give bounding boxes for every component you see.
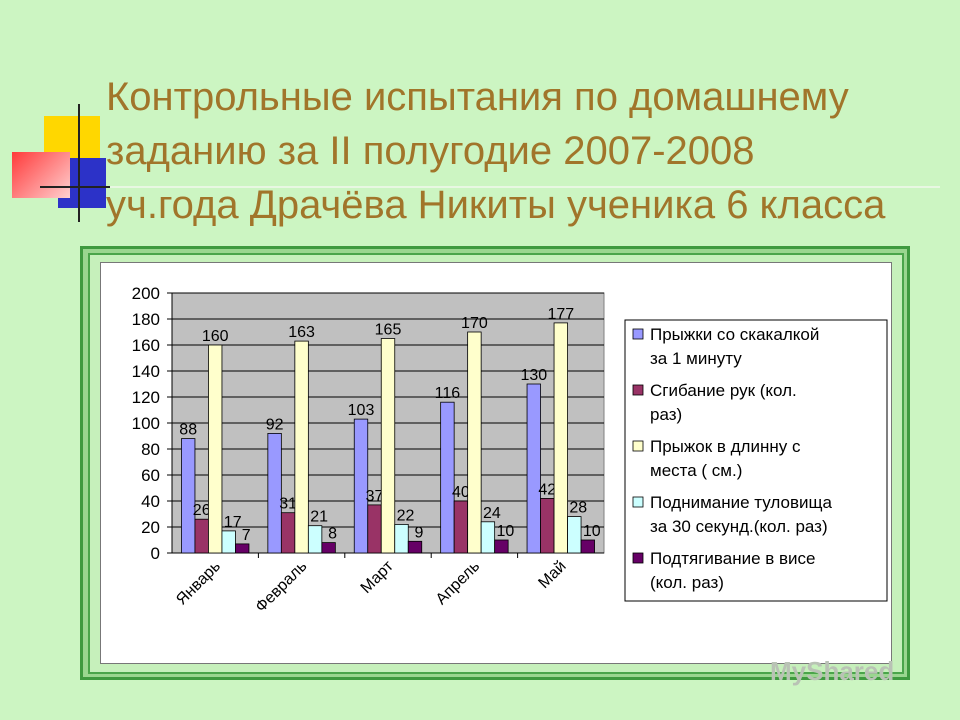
watermark: MyShared bbox=[770, 656, 895, 686]
slide-title: Контрольные испытания по домашнему задан… bbox=[106, 70, 956, 232]
data-label: 165 bbox=[375, 322, 402, 339]
x-tick-label: Февраль bbox=[252, 558, 310, 616]
bar bbox=[221, 530, 236, 554]
legend-label: за 1 минуту bbox=[650, 349, 742, 368]
bar bbox=[280, 512, 296, 554]
bar bbox=[553, 322, 568, 554]
legend-label: (кол. раз) bbox=[650, 573, 724, 592]
data-label: 7 bbox=[242, 527, 251, 544]
bar bbox=[235, 543, 250, 554]
data-label: 24 bbox=[483, 505, 501, 522]
data-label: 160 bbox=[202, 328, 229, 345]
data-label: 116 bbox=[435, 385, 461, 402]
bar bbox=[407, 540, 423, 554]
bar bbox=[394, 524, 409, 554]
legend-label: Прыжки со скакалкой bbox=[650, 325, 819, 344]
deco-horizontal-line bbox=[40, 186, 940, 188]
bar bbox=[321, 542, 336, 554]
deco-red-square bbox=[12, 152, 70, 198]
bar bbox=[353, 418, 369, 554]
legend-swatch bbox=[632, 496, 644, 508]
y-tick-label: 100 bbox=[132, 414, 160, 433]
data-label: 88 bbox=[179, 422, 197, 439]
y-tick-label: 160 bbox=[132, 336, 160, 355]
data-label: 92 bbox=[266, 416, 284, 433]
data-label: 37 bbox=[366, 488, 384, 505]
data-label: 17 bbox=[224, 514, 242, 531]
data-label: 10 bbox=[583, 523, 601, 540]
legend-swatch bbox=[632, 384, 644, 396]
data-label: 28 bbox=[569, 500, 587, 517]
data-label: 163 bbox=[288, 324, 315, 341]
x-tick-label: Апрель bbox=[433, 558, 483, 608]
data-label: 170 bbox=[461, 315, 488, 332]
x-tick-label: Май bbox=[535, 558, 569, 592]
title-line-3: уч.года Драчёва Никиты ученика 6 класса bbox=[106, 183, 886, 227]
legend-label: Подтягивание в висе bbox=[650, 549, 816, 568]
y-tick-label: 0 bbox=[151, 544, 160, 563]
bar bbox=[208, 344, 223, 554]
bar bbox=[367, 504, 382, 554]
data-label: 177 bbox=[547, 306, 574, 323]
y-tick-label: 60 bbox=[141, 466, 160, 485]
bar bbox=[181, 438, 196, 554]
y-tick-label: 140 bbox=[132, 362, 160, 381]
legend-label: места ( см.) bbox=[650, 461, 742, 480]
bar bbox=[526, 383, 541, 554]
data-label: 21 bbox=[310, 509, 328, 526]
bar bbox=[380, 338, 396, 554]
data-label: 22 bbox=[397, 507, 415, 524]
y-tick-label: 120 bbox=[132, 388, 160, 407]
x-tick-label: Март bbox=[358, 557, 398, 597]
y-tick-label: 40 bbox=[141, 492, 160, 511]
y-tick-label: 180 bbox=[132, 310, 160, 329]
data-label: 103 bbox=[348, 402, 375, 419]
data-label: 8 bbox=[328, 526, 337, 543]
bar bbox=[467, 331, 482, 554]
legend-label: Поднимание туловища bbox=[650, 493, 832, 512]
data-label: 10 bbox=[497, 523, 515, 540]
bar bbox=[494, 539, 509, 554]
legend-label: раз) bbox=[650, 405, 682, 424]
y-tick-label: 20 bbox=[141, 518, 160, 537]
bar bbox=[580, 539, 595, 554]
bar bbox=[453, 500, 469, 554]
bar bbox=[194, 518, 209, 554]
legend-label: за 30 секунд.(кол. раз) bbox=[650, 517, 828, 536]
data-label: 26 bbox=[193, 502, 211, 519]
legend-box bbox=[624, 319, 888, 602]
data-label: 42 bbox=[538, 481, 556, 498]
data-label: 9 bbox=[415, 524, 424, 541]
legend-swatch bbox=[632, 440, 644, 452]
bar bbox=[307, 525, 323, 554]
title-line-1: Контрольные испытания по домашнему bbox=[106, 75, 849, 119]
bar bbox=[440, 401, 455, 554]
legend-label: Прыжок в длинну с bbox=[650, 437, 801, 456]
bar bbox=[480, 521, 496, 554]
bar bbox=[267, 432, 282, 554]
legend-swatch bbox=[632, 552, 644, 564]
bar bbox=[294, 340, 309, 554]
bar bbox=[567, 516, 582, 554]
legend-swatch bbox=[632, 328, 644, 340]
y-tick-label: 200 bbox=[132, 284, 160, 303]
bar bbox=[540, 497, 555, 554]
x-tick-label: Январь bbox=[173, 558, 224, 609]
data-label: 31 bbox=[279, 496, 297, 513]
legend-label: Сгибание рук (кол. bbox=[650, 381, 797, 400]
y-tick-label: 80 bbox=[141, 440, 160, 459]
title-line-2: заданию за II полугодие 2007-2008 bbox=[106, 129, 755, 173]
deco-vertical-line bbox=[78, 104, 80, 222]
data-label: 40 bbox=[452, 484, 470, 501]
data-label: 130 bbox=[520, 367, 547, 384]
